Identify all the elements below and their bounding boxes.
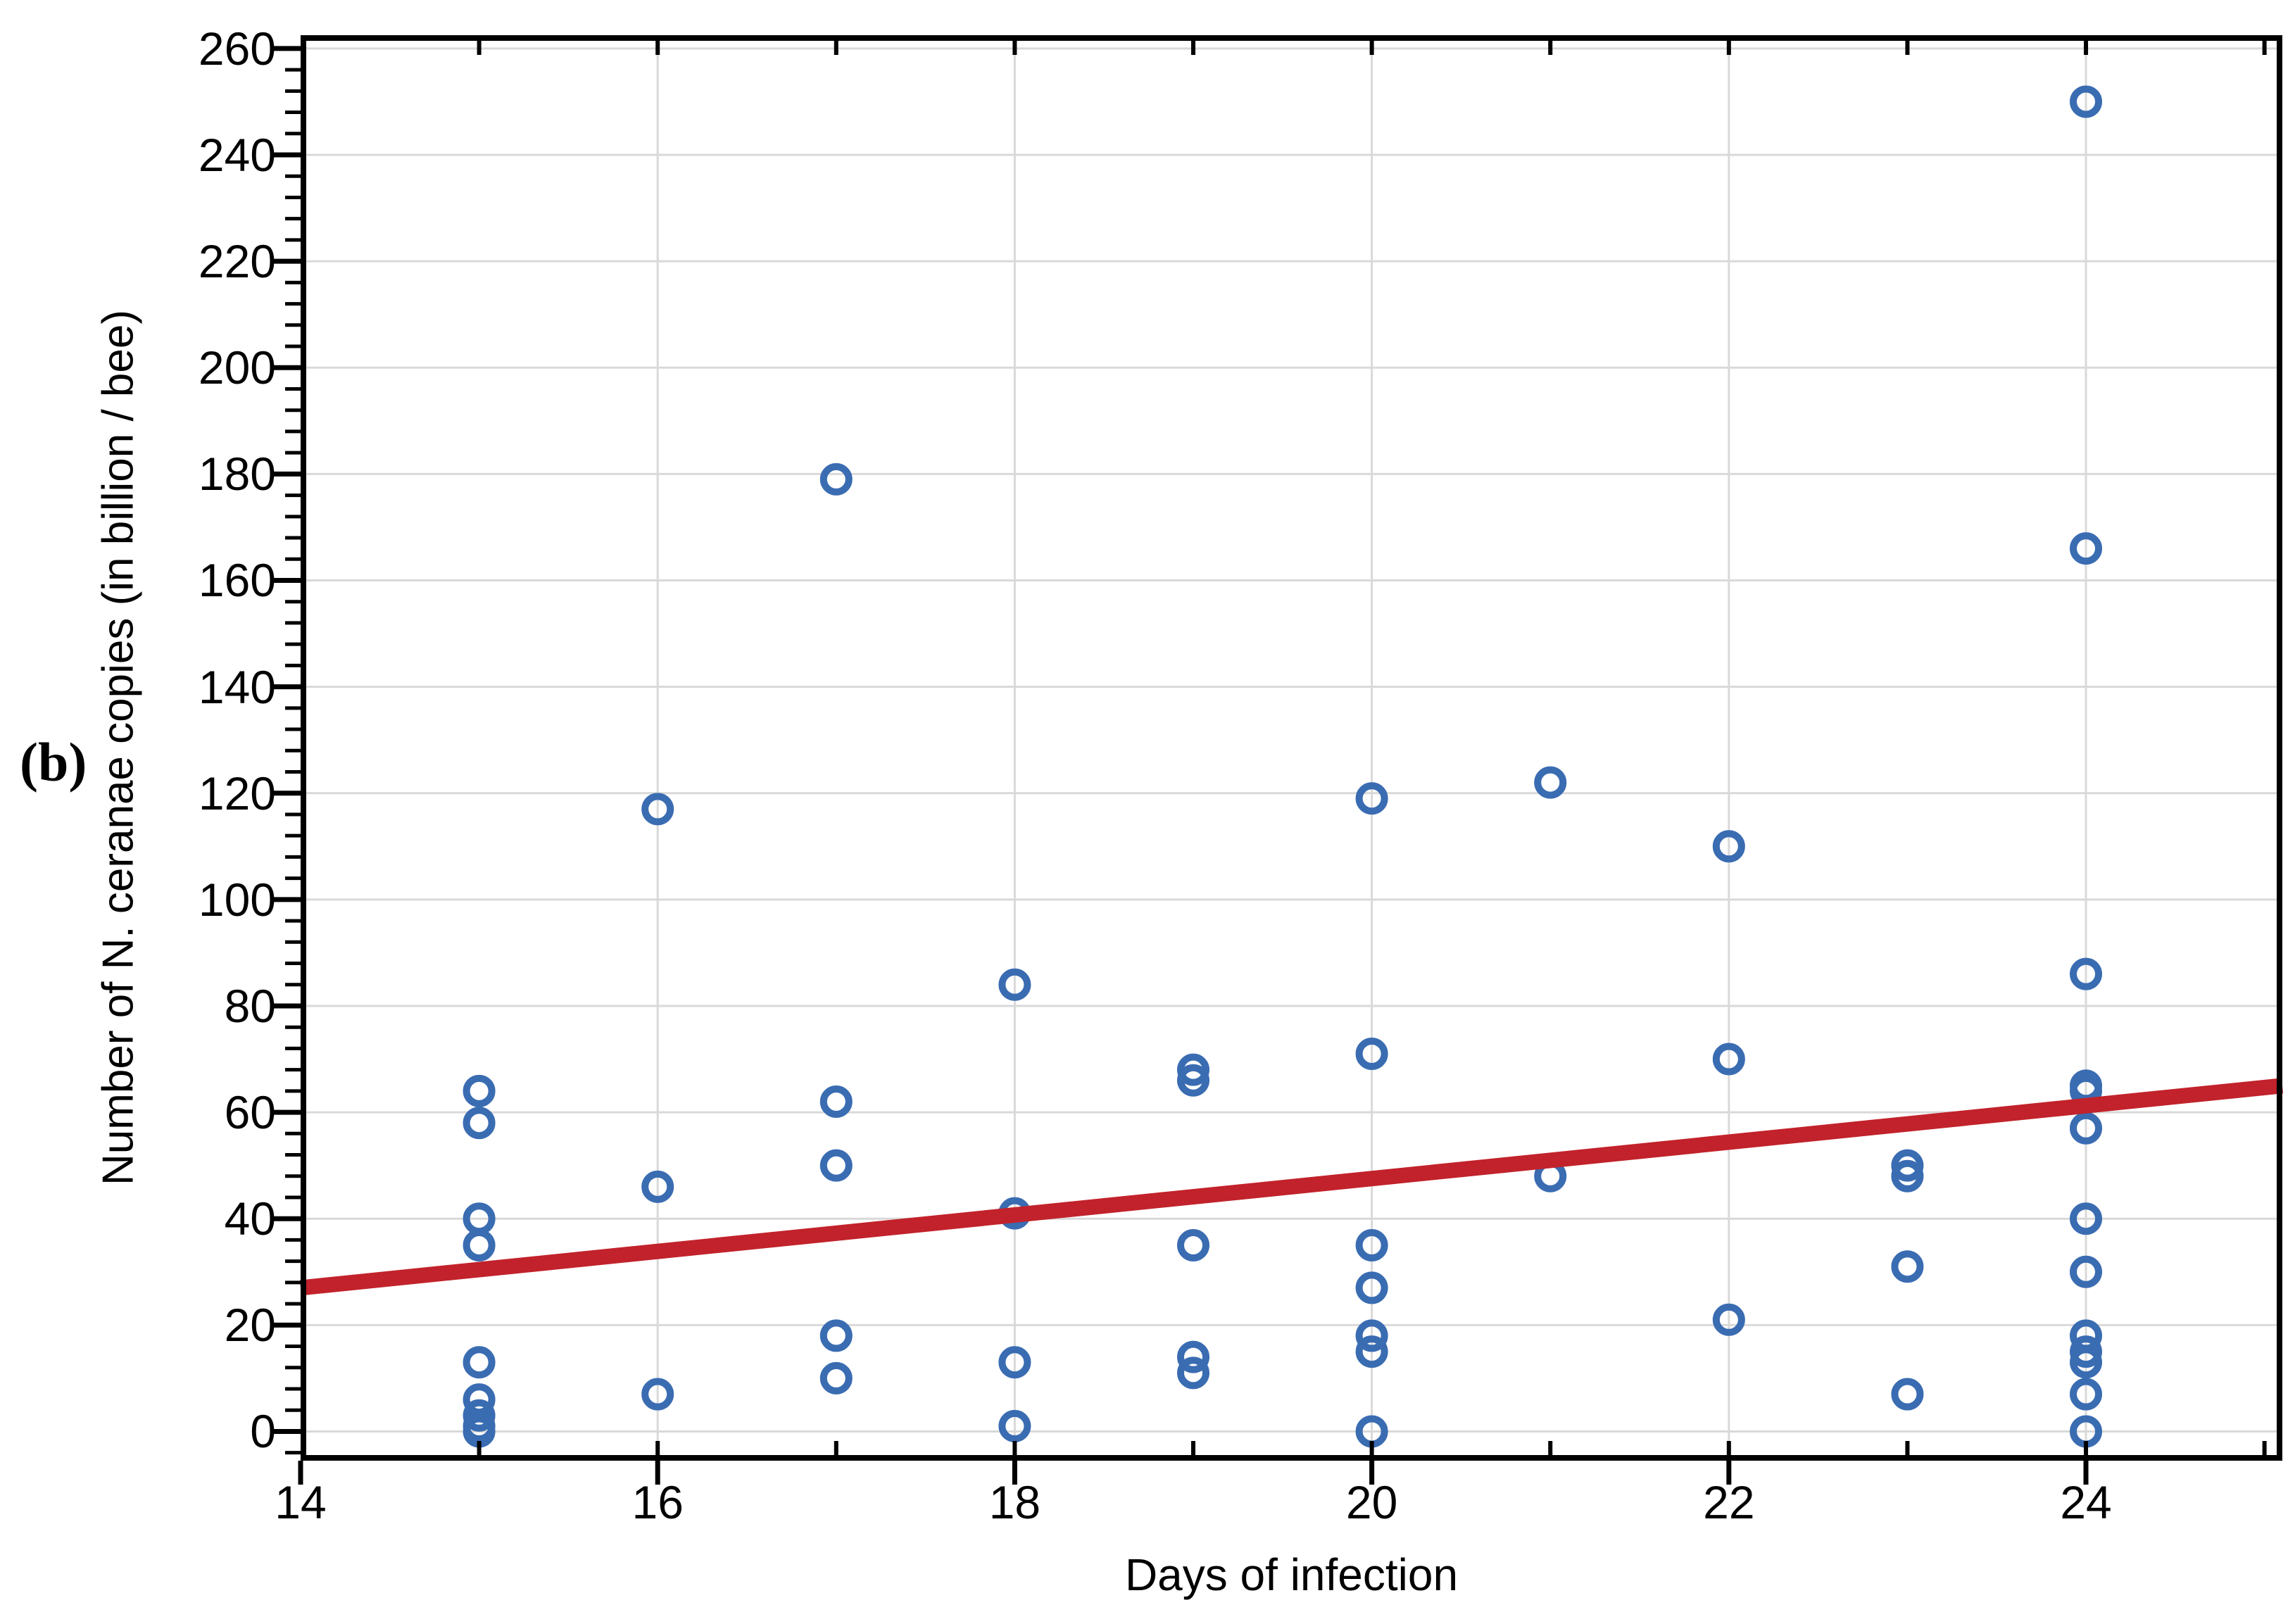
data-point [641,1378,674,1411]
x-tick-label: 14 [275,1476,327,1528]
data-point [1177,1357,1210,1390]
data-point [998,968,1031,1001]
data-point [1891,1159,1924,1192]
data-point [2070,85,2103,118]
y-tick-label: 160 [198,554,276,607]
data-point [1355,1037,1388,1070]
data-point [819,462,853,496]
y-tick-label: 60 [224,1086,276,1139]
data-point [998,1346,1031,1379]
data-point [463,1346,496,1379]
data-point [2070,1255,2103,1288]
data-point [1891,1250,1924,1283]
plot-border [301,35,2282,1461]
y-tick-label: 40 [224,1192,276,1245]
data-point [1891,1378,1924,1411]
data-point [2070,1202,2103,1235]
data-point [1355,782,1388,815]
x-axis-title: Days of infection [1124,1549,1459,1600]
y-tick-label: 20 [224,1299,276,1352]
data-point [1712,1303,1745,1336]
data-point [819,1149,853,1182]
plot-area [274,35,2284,1485]
y-tick-label: 220 [198,235,276,288]
x-tick-label: 22 [1703,1476,1755,1528]
y-tick-label: 240 [198,129,276,181]
data-point [463,1228,496,1261]
y-tick-label: 100 [198,873,276,926]
data-point [463,1074,496,1107]
data-point [2070,532,2103,565]
x-tick-label: 18 [988,1476,1041,1528]
data-point [641,793,674,826]
data-point [819,1319,853,1352]
data-point [1355,1335,1388,1368]
x-tick-label: 20 [1345,1476,1398,1528]
data-point [2070,1335,2103,1368]
data-point [2070,1346,2103,1379]
y-tick-label: 0 [250,1405,276,1458]
data-point [1177,1053,1210,1086]
y-tick-label: 180 [198,448,276,501]
data-point [641,1170,674,1203]
data-point [2070,1112,2103,1145]
y-tick-label: 80 [224,979,276,1032]
y-tick-label: 260 [198,22,276,75]
y-tick-label: 200 [198,341,276,394]
data-point [1177,1064,1210,1097]
data-point [1355,1319,1388,1352]
data-point [2070,957,2103,990]
panel-label: (b) [20,731,87,793]
data-point [819,1085,853,1118]
data-point [998,1409,1031,1442]
data-point [1177,1340,1210,1373]
data-point [1891,1149,1924,1182]
data-point [819,1361,853,1395]
y-tick-label: 140 [198,660,276,713]
x-tick-label: 16 [631,1476,684,1528]
x-tick-label: 24 [2060,1476,2112,1528]
data-point [1534,766,1567,799]
data-point [463,1399,496,1432]
data-point [463,1107,496,1140]
data-point [1712,1043,1745,1076]
y-tick-label: 120 [198,767,276,819]
data-point [1355,1271,1388,1304]
data-point [1355,1228,1388,1261]
data-point [2070,1378,2103,1411]
data-point [1712,830,1745,863]
data-point [1177,1228,1210,1261]
y-axis-title: Number of N. ceranae copies (in billion … [94,309,143,1186]
trend-line [299,1078,2284,1296]
